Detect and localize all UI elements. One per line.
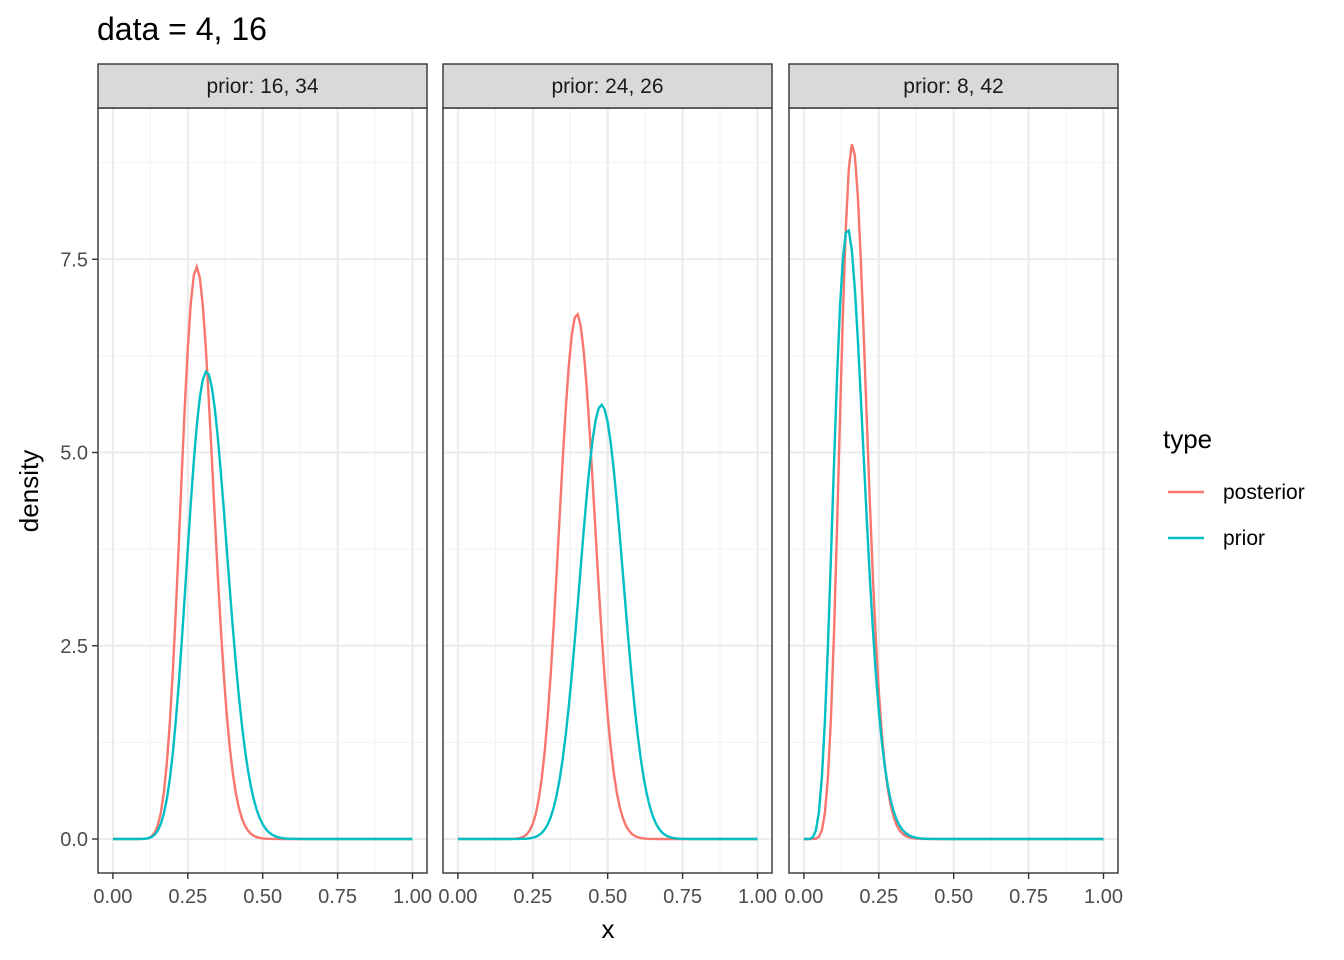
x-tick-label: 0.00 (438, 886, 477, 908)
facet-strip (788, 63, 1119, 109)
x-tick-label: 0.50 (243, 886, 282, 908)
x-tick-label: 0.25 (168, 886, 207, 908)
facet-panel: prior: 16, 34 0.00 0.25 0.50 0.75 1.00 0.0 2.5 5… (60, 63, 432, 908)
legend-label-posterior: posterior (1223, 481, 1305, 504)
y-tick-label: 0.0 (60, 829, 88, 851)
chart-title: data = 4, 16 (97, 11, 267, 47)
x-tick-label: 0.00 (93, 886, 132, 908)
facet-strip (442, 63, 773, 109)
legend-items: posterior prior (1168, 481, 1305, 550)
y-tick-label: 2.5 (60, 636, 88, 658)
y-tick-label: 5.0 (60, 443, 88, 465)
series-line-prior (803, 228, 1104, 841)
x-tick-label: 0.00 (784, 886, 823, 908)
y-tick-label: 7.5 (60, 249, 88, 271)
x-tick-label: 1.00 (393, 886, 432, 908)
x-tick-label: 0.75 (318, 886, 357, 908)
facet-strip (97, 63, 428, 109)
x-tick-label: 0.75 (663, 886, 702, 908)
facet-panel: prior: 24, 26 0.00 0.25 0.50 0.75 1.00 (438, 63, 777, 908)
x-tick-label: 0.75 (1009, 886, 1048, 908)
series-line-prior (112, 369, 413, 841)
y-axis-title: density (14, 450, 44, 532)
facet-panel: prior: 8, 42 0.00 0.25 0.50 0.75 1.00 (784, 63, 1123, 908)
series-line-prior (457, 402, 758, 841)
x-tick-label: 0.50 (588, 886, 627, 908)
facet-strip-label: prior: 24, 26 (551, 75, 663, 98)
facet-strip-label: prior: 16, 34 (206, 75, 318, 98)
x-tick-label: 0.25 (513, 886, 552, 908)
legend-title: type (1163, 424, 1212, 454)
facet-strip-label: prior: 8, 42 (903, 75, 1003, 98)
x-tick-label: 1.00 (738, 886, 777, 908)
x-axis-title: x (602, 914, 615, 944)
legend-label-prior: prior (1223, 527, 1265, 550)
x-tick-label: 0.50 (934, 886, 973, 908)
legend: type posterior prior (1163, 424, 1305, 550)
facet-panels: prior: 16, 34 0.00 0.25 0.50 0.75 1.00 0.0 2.5 5… (60, 63, 1123, 908)
x-tick-label: 0.25 (859, 886, 898, 908)
x-tick-label: 1.00 (1084, 886, 1123, 908)
